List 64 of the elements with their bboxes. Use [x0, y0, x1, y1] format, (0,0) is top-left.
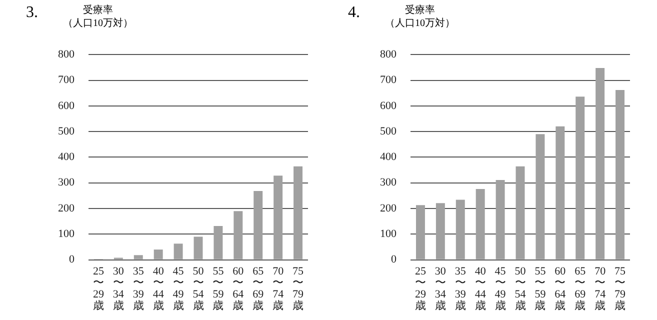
x-tick-label: 75〜79歳 [614, 265, 626, 312]
x-tick-label: 30〜34歳 [434, 265, 446, 312]
y-tick-label: 500 [58, 125, 75, 138]
bar [134, 255, 143, 260]
bar [416, 205, 425, 260]
y-tick-label: 700 [58, 74, 75, 86]
x-tick-label: 45〜49歳 [494, 265, 506, 312]
y-tick-label: 0 [391, 254, 397, 266]
x-tick-label: 50〜54歳 [192, 265, 204, 312]
x-tick-label: 25〜29歳 [414, 265, 426, 312]
bar [576, 96, 585, 260]
bar [556, 126, 565, 260]
y-tick-label: 400 [58, 151, 75, 164]
bar [476, 189, 485, 260]
bar [194, 236, 203, 260]
y-axis-title: 受療率（人口10万対） [384, 4, 456, 30]
x-tick-label: 50〜54歳 [514, 265, 526, 312]
x-tick-label: 40〜44歳 [474, 265, 486, 312]
y-tick-label: 800 [380, 48, 397, 60]
bar [254, 191, 263, 260]
x-tick-label: 60〜64歳 [232, 265, 244, 312]
x-tick-label: 55〜59歳 [212, 265, 224, 312]
x-tick-label: 60〜64歳 [554, 265, 566, 312]
y-tick-label: 300 [58, 176, 75, 189]
bar [496, 180, 505, 260]
x-tick-label: 45〜49歳 [172, 265, 184, 312]
y-tick-label: 200 [380, 202, 397, 214]
bar [274, 176, 283, 260]
chart-title: 3. [26, 4, 38, 22]
chart-title: 4. [348, 4, 360, 22]
y-tick-label: 0 [69, 254, 75, 266]
y-tick-label: 600 [380, 100, 397, 112]
x-tick-label: 65〜69歳 [252, 265, 264, 312]
bar [294, 166, 303, 260]
x-tick-label: 35〜39歳 [454, 265, 466, 312]
y-tick-label: 100 [380, 228, 397, 240]
y-axis-title: 受療率（人口10万対） [62, 4, 134, 30]
bar [536, 134, 545, 260]
bar [616, 90, 625, 260]
y-tick-label: 700 [380, 74, 397, 86]
bar [516, 166, 525, 260]
x-tick-label: 70〜74歳 [272, 265, 284, 312]
x-tick-label: 70〜74歳 [594, 265, 606, 312]
y-tick-label: 100 [58, 228, 75, 240]
bar [596, 68, 605, 260]
x-tick-label: 30〜34歳 [112, 265, 124, 312]
bar [214, 226, 223, 260]
y-tick-label: 400 [380, 151, 397, 164]
y-tick-label: 800 [58, 48, 75, 60]
x-tick-label: 25〜29歳 [92, 265, 104, 312]
bar [154, 250, 163, 260]
x-tick-label: 40〜44歳 [152, 265, 164, 312]
bar [436, 203, 445, 260]
x-tick-label: 55〜59歳 [534, 265, 546, 312]
y-tick-label: 600 [58, 100, 75, 112]
x-tick-label: 65〜69歳 [574, 265, 586, 312]
y-tick-label: 300 [380, 176, 397, 189]
y-tick-label: 500 [380, 125, 397, 138]
bar [234, 211, 243, 260]
x-tick-label: 35〜39歳 [132, 265, 144, 312]
bar [456, 200, 465, 260]
x-tick-label: 75〜79歳 [292, 265, 304, 312]
bar [174, 244, 183, 260]
y-tick-label: 200 [58, 202, 75, 214]
